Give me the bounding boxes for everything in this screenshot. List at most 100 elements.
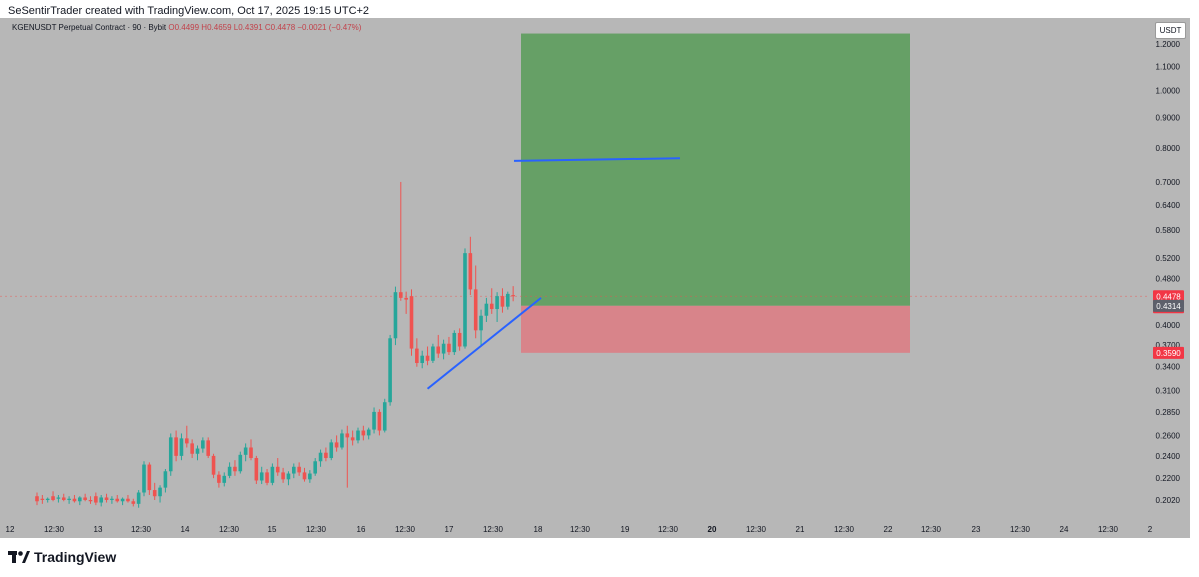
candle xyxy=(281,467,285,483)
candle xyxy=(404,291,408,314)
candle-body xyxy=(104,497,109,500)
candle-body xyxy=(88,500,93,502)
candle-body xyxy=(281,472,285,480)
tradingview-logo-icon xyxy=(8,551,30,563)
time-tick-label: 12:30 xyxy=(44,525,65,534)
candle-body xyxy=(206,440,210,456)
candle-body xyxy=(511,295,515,297)
candle-body xyxy=(179,438,184,456)
candle-body xyxy=(217,474,221,483)
price-tick-label: 0.2200 xyxy=(1156,474,1181,483)
candle xyxy=(302,467,307,482)
candle-body xyxy=(297,466,301,473)
candle-body xyxy=(174,437,178,456)
last-price-badge-label: 0.4478 xyxy=(1156,292,1181,301)
stop-price-badge-bg xyxy=(1153,346,1184,359)
time-tick-label: 15 xyxy=(268,525,277,534)
currency-selector[interactable]: USDT xyxy=(1155,22,1186,39)
candle xyxy=(110,496,114,504)
candle xyxy=(56,494,61,503)
time-tick-label: 22 xyxy=(884,525,893,534)
price-tick-label: 0.2600 xyxy=(1156,431,1181,440)
candle xyxy=(275,458,280,476)
candle xyxy=(286,471,291,486)
candle-body xyxy=(126,498,130,502)
candle xyxy=(468,236,473,296)
candle xyxy=(292,463,296,479)
candle xyxy=(377,409,382,436)
time-tick-label: 12 xyxy=(6,525,15,534)
candle xyxy=(447,336,451,355)
candle-body xyxy=(479,315,483,331)
candle-body xyxy=(377,411,382,431)
candle-body xyxy=(393,292,398,339)
candle-body xyxy=(110,498,114,500)
candle xyxy=(420,350,424,369)
candle-body xyxy=(163,471,168,488)
candle-body xyxy=(195,448,200,454)
candle-body xyxy=(500,296,505,307)
candle xyxy=(436,334,441,358)
candle xyxy=(190,439,194,459)
time-tick-label: 12:30 xyxy=(395,525,416,534)
price-tick-label: 0.5200 xyxy=(1156,254,1181,263)
ohlc-values: O0.4499 H0.4659 L0.4391 C0.4478 −0.0021 … xyxy=(168,23,362,32)
candle xyxy=(484,297,489,322)
candle xyxy=(51,491,55,502)
candle-body xyxy=(136,492,141,504)
time-tick-label: 21 xyxy=(796,525,805,534)
candle xyxy=(142,461,146,497)
candle xyxy=(61,493,66,502)
stop-price-badge: 0.3590 xyxy=(1153,346,1184,359)
price-tick-label: 0.8000 xyxy=(1156,144,1181,153)
candle xyxy=(152,482,157,500)
candle xyxy=(35,492,39,506)
candle xyxy=(131,498,136,507)
time-axis: 12 12:30 13 12:30 14 12:30 15 12:30 16 12:30 17 12:… xyxy=(6,525,1153,534)
candle-body xyxy=(441,343,446,354)
candle-body xyxy=(468,253,473,290)
candle-body xyxy=(270,466,275,483)
candle-body xyxy=(67,498,71,500)
candle xyxy=(227,462,232,479)
tradingview-wordmark: TradingView xyxy=(34,549,117,565)
candle-body xyxy=(431,346,435,361)
candle-body xyxy=(447,343,451,353)
candle xyxy=(94,492,98,506)
candle-body xyxy=(292,466,296,474)
candle xyxy=(399,181,403,301)
candle-body xyxy=(222,475,227,483)
symbol-legend: KGENUSDT Perpetual Contract · 90 · Bybit… xyxy=(12,23,361,32)
candle-body xyxy=(404,297,408,300)
candle xyxy=(67,496,71,504)
time-tick-label: 16 xyxy=(357,525,366,534)
target-trendline xyxy=(513,157,681,162)
candle xyxy=(185,425,189,448)
candle xyxy=(425,346,430,366)
candle xyxy=(45,497,50,503)
candle-body xyxy=(35,496,39,502)
candle xyxy=(120,497,125,506)
price-tick-label: 0.3100 xyxy=(1156,386,1181,395)
price-tick-label: 0.4000 xyxy=(1156,321,1181,330)
price-axis: 1.2000 1.1000 1.0000 0.9000 0.8000 0.7000 0.64… xyxy=(1156,40,1181,505)
candle xyxy=(345,425,350,488)
candle-body xyxy=(436,346,441,354)
candle-body xyxy=(495,296,499,310)
time-tick-label: 12:30 xyxy=(131,525,152,534)
candle xyxy=(254,455,259,485)
candle xyxy=(489,288,494,314)
candle-body xyxy=(329,442,334,459)
time-tick-label: 12:30 xyxy=(921,525,942,534)
price-tick-label: 0.6400 xyxy=(1156,201,1181,210)
candle xyxy=(40,494,45,504)
candle xyxy=(201,437,205,453)
candle xyxy=(329,439,334,461)
candle-body xyxy=(83,497,87,500)
tradingview-logo[interactable]: TradingView xyxy=(8,549,116,565)
candle-body xyxy=(243,447,248,455)
candle-body xyxy=(238,454,243,472)
price-tick-label: 1.2000 xyxy=(1156,40,1181,49)
candle xyxy=(473,265,478,339)
